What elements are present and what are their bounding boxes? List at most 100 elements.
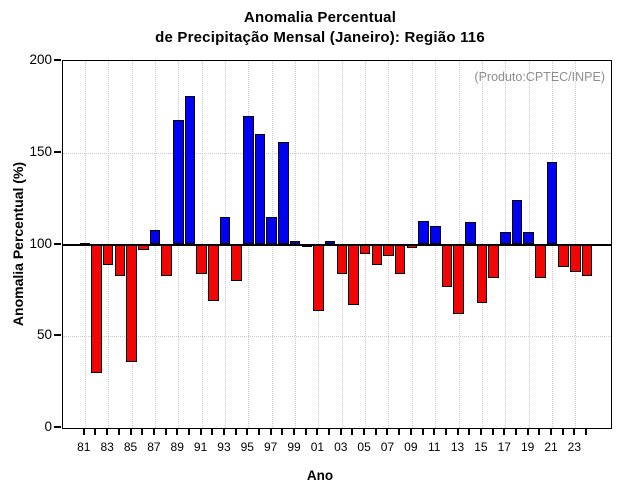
- bar-14: [465, 222, 476, 245]
- x-tick-label-21: 21: [544, 440, 558, 454]
- x-tick-24: [585, 429, 588, 435]
- x-tick-15: [479, 429, 482, 435]
- x-tick-19: [526, 429, 529, 435]
- x-tick-label-95: 95: [240, 440, 254, 454]
- bar-96: [254, 134, 266, 245]
- bar-06: [371, 244, 383, 265]
- y-tick-label-150: 150: [29, 143, 52, 159]
- bar-18: [511, 200, 523, 245]
- bar-91: [196, 244, 207, 274]
- x-tick-02: [328, 429, 331, 435]
- bar-82: [91, 244, 102, 373]
- y-tick-label-200: 200: [29, 52, 52, 67]
- x-tick-89: [176, 429, 179, 435]
- x-tick-11: [433, 429, 436, 435]
- bar-01: [313, 244, 324, 311]
- bar-07: [383, 244, 394, 256]
- bar-15: [476, 244, 488, 304]
- chart-title-line1: Anomalia Percentual: [243, 9, 397, 26]
- x-tick-90: [187, 429, 190, 435]
- x-tick-08: [398, 429, 401, 435]
- x-tick-label-03: 03: [334, 440, 348, 454]
- x-tick-label-15: 15: [474, 440, 488, 454]
- x-tick-04: [351, 429, 354, 435]
- chart-title-line2: de Precipitação Mensal (Janeiro): Região…: [155, 29, 485, 46]
- bar-84: [114, 244, 126, 276]
- y-tick-150: [54, 150, 61, 153]
- x-tick-label-11: 11: [427, 440, 441, 454]
- y-tick-50: [54, 334, 61, 337]
- x-tick-label-01: 01: [310, 440, 325, 454]
- x-tick-97: [269, 429, 272, 435]
- bar-03: [336, 244, 348, 274]
- bar-22: [558, 244, 569, 267]
- x-tick-23: [573, 429, 576, 435]
- bar-94: [231, 244, 242, 282]
- x-tick-13: [456, 429, 459, 435]
- x-tick-98: [281, 429, 284, 435]
- bar-95: [243, 116, 254, 245]
- x-tick-label-87: 87: [147, 440, 161, 454]
- y-tick-200: [54, 59, 61, 61]
- bar-20: [535, 244, 546, 278]
- plot-area: [62, 60, 612, 429]
- x-tick-88: [164, 429, 167, 435]
- x-tick-12: [444, 429, 447, 435]
- x-tick-label-97: 97: [263, 440, 278, 454]
- x-tick-05: [363, 429, 366, 435]
- x-tick-92: [211, 429, 214, 435]
- bar-12: [441, 244, 453, 287]
- x-tick-86: [141, 429, 144, 435]
- x-tick-label-99: 99: [287, 440, 301, 454]
- bar-92: [208, 244, 219, 302]
- bar-24: [581, 244, 593, 276]
- bar-87: [149, 229, 161, 245]
- x-tick-18: [514, 429, 517, 435]
- hgridline-150: [63, 152, 611, 154]
- x-axis-label: Ano: [306, 468, 334, 483]
- bar-10: [418, 220, 429, 245]
- x-tick-16: [491, 429, 494, 435]
- x-tick-label-83: 83: [100, 440, 114, 454]
- x-tick-22: [561, 429, 564, 435]
- x-tick-21: [550, 429, 552, 435]
- x-tick-00: [304, 429, 307, 435]
- bar-16: [488, 244, 499, 278]
- x-tick-93: [222, 429, 225, 435]
- hgridline-50: [63, 336, 611, 338]
- x-tick-label-91: 91: [193, 440, 208, 454]
- x-tick-label-85: 85: [123, 440, 138, 454]
- y-tick-0: [54, 426, 61, 428]
- y-tick-label-50: 50: [36, 327, 52, 343]
- bar-98: [278, 141, 289, 245]
- x-tick-06: [374, 429, 377, 435]
- bar-11: [430, 226, 441, 245]
- x-tick-label-81: 81: [77, 440, 91, 454]
- x-tick-17: [503, 429, 506, 435]
- x-tick-10: [421, 429, 424, 435]
- bar-05: [359, 244, 371, 254]
- x-tick-84: [117, 429, 120, 435]
- bar-93: [219, 216, 231, 245]
- x-tick-95: [246, 429, 249, 435]
- bar-08: [394, 244, 406, 274]
- baseline-100: [63, 243, 611, 246]
- bar-88: [161, 244, 172, 276]
- x-tick-85: [129, 429, 132, 435]
- y-tick-100: [54, 242, 61, 245]
- bar-04: [348, 244, 359, 306]
- x-tick-label-23: 23: [567, 440, 582, 454]
- bar-83: [102, 244, 114, 265]
- produto-annotation: (Produto:CPTEC/INPE): [474, 70, 605, 84]
- y-tick-label-100: 100: [29, 235, 52, 251]
- x-tick-label-93: 93: [217, 440, 231, 454]
- x-tick-07: [386, 429, 389, 435]
- x-tick-01: [316, 429, 319, 435]
- x-tick-09: [409, 429, 412, 435]
- x-tick-14: [468, 429, 471, 435]
- y-tick-label-0: 0: [44, 419, 52, 434]
- bar-85: [126, 244, 137, 362]
- x-tick-label-89: 89: [170, 440, 184, 454]
- x-tick-83: [106, 429, 109, 435]
